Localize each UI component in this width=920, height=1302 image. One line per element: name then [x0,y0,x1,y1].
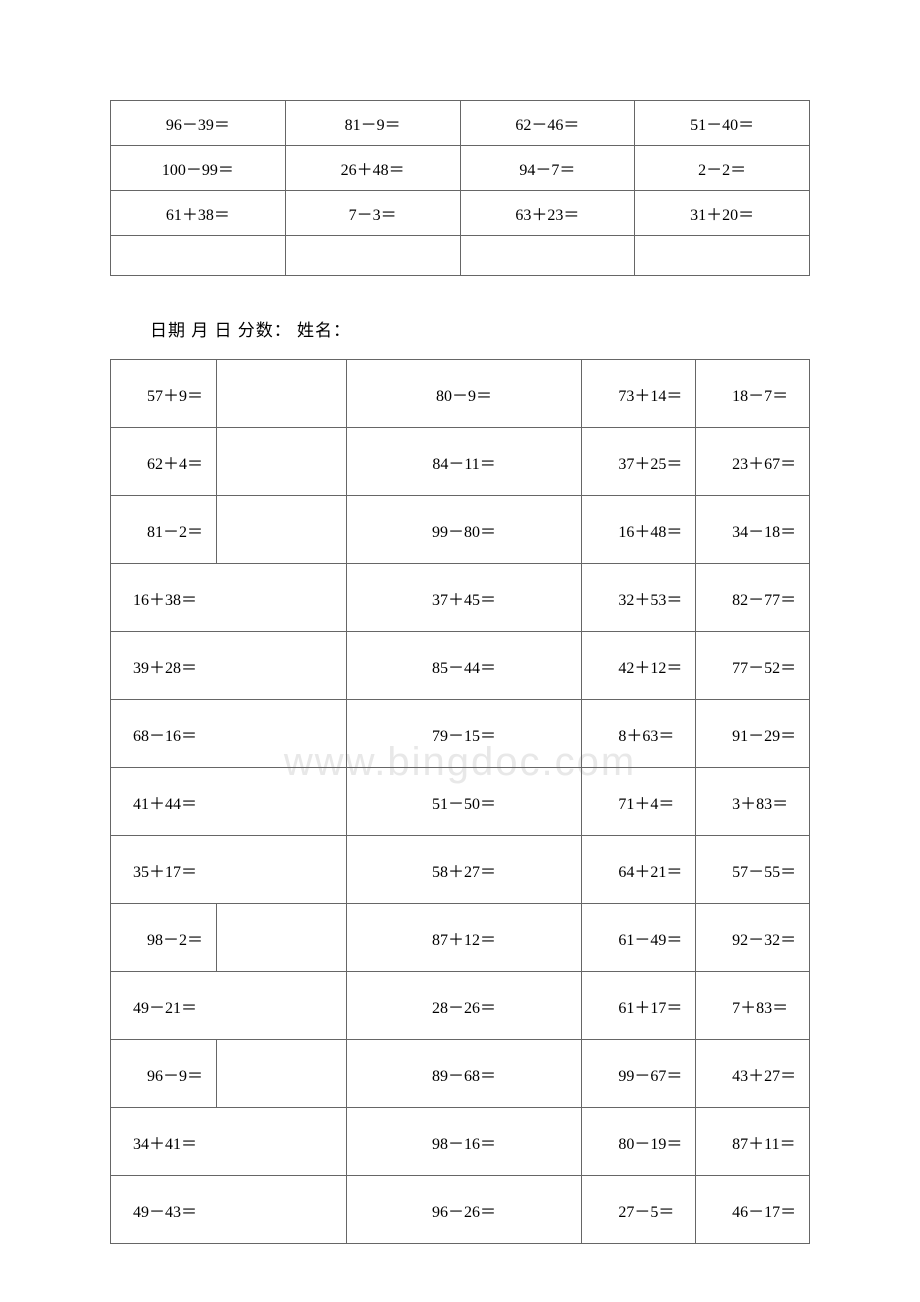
math-cell: 34＋41＝ [111,1108,347,1176]
math-cell: 39＋28＝ [111,632,347,700]
math-cell: 61－49＝ [582,904,696,972]
math-cell: 32＋53＝ [582,564,696,632]
math-cell: 100－99＝ [111,146,286,191]
math-cell: 96－9＝ [111,1040,217,1108]
math-cell: 26＋48＝ [285,146,460,191]
math-cell: 84－11＝ [346,428,582,496]
table-row: 34＋41＝98－16＝80－19＝87＋11＝ [111,1108,810,1176]
math-cell: 18－7＝ [696,360,810,428]
math-cell: 43＋27＝ [696,1040,810,1108]
math-cell [111,236,286,276]
table-row: 49－43＝96－26＝27－5＝46－17＝ [111,1176,810,1244]
math-cell: 3＋83＝ [696,768,810,836]
math-table-2: 57＋9＝ 80－9＝73＋14＝18－7＝ 62＋4＝ 84－11＝37＋25＝23… [110,359,810,1244]
math-cell [285,236,460,276]
math-cell [216,360,346,428]
math-cell: 2－2＝ [635,146,810,191]
math-cell: 87＋11＝ [696,1108,810,1176]
math-cell: 42＋12＝ [582,632,696,700]
math-cell: 85－44＝ [346,632,582,700]
math-cell: 80－19＝ [582,1108,696,1176]
table-row: 57＋9＝ 80－9＝73＋14＝18－7＝ [111,360,810,428]
math-cell: 87＋12＝ [346,904,582,972]
math-cell: 81－9＝ [285,101,460,146]
math-cell: 23＋67＝ [696,428,810,496]
table-row: 16＋38＝37＋45＝32＋53＝82－77＝ [111,564,810,632]
math-cell: 46－17＝ [696,1176,810,1244]
math-cell: 49－21＝ [111,972,347,1040]
table-row: 39＋28＝85－44＝42＋12＝77－52＝ [111,632,810,700]
math-cell: 51－40＝ [635,101,810,146]
table-row: 49－21＝28－26＝61＋17＝7＋83＝ [111,972,810,1040]
math-cell: 41＋44＝ [111,768,347,836]
math-cell [216,904,346,972]
math-cell: 96－39＝ [111,101,286,146]
math-cell: 98－2＝ [111,904,217,972]
math-cell: 92－32＝ [696,904,810,972]
math-cell [216,428,346,496]
math-cell: 27－5＝ [582,1176,696,1244]
math-cell: 31＋20＝ [635,191,810,236]
math-cell: 49－43＝ [111,1176,347,1244]
content-wrapper: 96－39＝81－9＝62－46＝51－40＝100－99＝26＋48＝94－7… [110,100,810,1244]
table-row: 41＋44＝51－50＝71＋4＝3＋83＝ [111,768,810,836]
section-header: 日期 月 日 分数： 姓名： [110,316,810,341]
table-row: 68－16＝79－15＝8＋63＝91－29＝ [111,700,810,768]
math-cell: 63＋23＝ [460,191,635,236]
math-cell: 37＋25＝ [582,428,696,496]
math-cell: 35＋17＝ [111,836,347,904]
table-row: 96－39＝81－9＝62－46＝51－40＝ [111,101,810,146]
math-cell: 99－80＝ [346,496,582,564]
math-cell: 80－9＝ [346,360,582,428]
math-cell: 16＋38＝ [111,564,347,632]
math-cell: 34－18＝ [696,496,810,564]
table-row: 81－2＝ 99－80＝16＋48＝34－18＝ [111,496,810,564]
table-1-body: 96－39＝81－9＝62－46＝51－40＝100－99＝26＋48＝94－7… [111,101,810,276]
math-cell: 62－46＝ [460,101,635,146]
math-cell: 16＋48＝ [582,496,696,564]
table-row: 35＋17＝58＋27＝64＋21＝57－55＝ [111,836,810,904]
table-row: 62＋4＝ 84－11＝37＋25＝23＋67＝ [111,428,810,496]
math-cell [635,236,810,276]
math-cell: 68－16＝ [111,700,347,768]
math-cell: 37＋45＝ [346,564,582,632]
math-cell: 58＋27＝ [346,836,582,904]
math-cell: 77－52＝ [696,632,810,700]
math-cell: 57－55＝ [696,836,810,904]
math-cell: 98－16＝ [346,1108,582,1176]
math-cell: 64＋21＝ [582,836,696,904]
math-cell: 99－67＝ [582,1040,696,1108]
math-cell: 94－7＝ [460,146,635,191]
math-cell: 62＋4＝ [111,428,217,496]
math-cell: 8＋63＝ [582,700,696,768]
math-cell [216,496,346,564]
page-wrapper: www.bingdoc.com 96－39＝81－9＝62－46＝51－40＝1… [110,100,810,1244]
math-cell: 7－3＝ [285,191,460,236]
math-cell: 28－26＝ [346,972,582,1040]
math-cell [460,236,635,276]
math-cell: 81－2＝ [111,496,217,564]
table-row [111,236,810,276]
math-cell: 57＋9＝ [111,360,217,428]
math-cell: 73＋14＝ [582,360,696,428]
math-cell [216,1040,346,1108]
math-cell: 61＋17＝ [582,972,696,1040]
math-cell: 96－26＝ [346,1176,582,1244]
math-cell: 51－50＝ [346,768,582,836]
math-cell: 7＋83＝ [696,972,810,1040]
math-cell: 82－77＝ [696,564,810,632]
math-cell: 79－15＝ [346,700,582,768]
table-row: 61＋38＝7－3＝63＋23＝31＋20＝ [111,191,810,236]
math-cell: 71＋4＝ [582,768,696,836]
math-cell: 61＋38＝ [111,191,286,236]
math-cell: 91－29＝ [696,700,810,768]
math-table-1: 96－39＝81－9＝62－46＝51－40＝100－99＝26＋48＝94－7… [110,100,810,276]
table-row: 100－99＝26＋48＝94－7＝2－2＝ [111,146,810,191]
math-cell: 89－68＝ [346,1040,582,1108]
table-row: 98－2＝ 87＋12＝61－49＝92－32＝ [111,904,810,972]
table-2-body: 57＋9＝ 80－9＝73＋14＝18－7＝ 62＋4＝ 84－11＝37＋25＝23… [111,360,810,1244]
table-row: 96－9＝ 89－68＝99－67＝43＋27＝ [111,1040,810,1108]
